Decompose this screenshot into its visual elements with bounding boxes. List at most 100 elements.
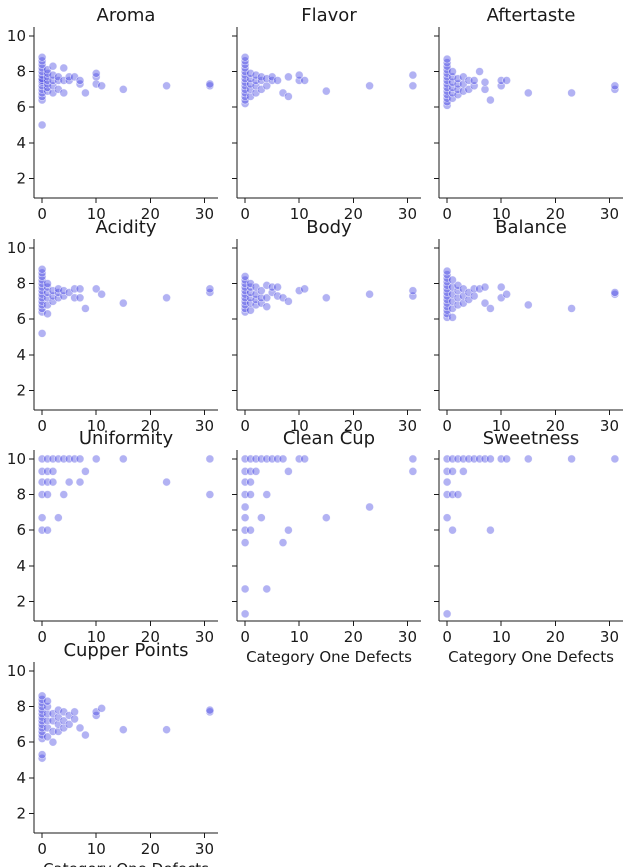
x-tick-label: 20 xyxy=(141,417,160,435)
data-point xyxy=(257,286,266,295)
data-point xyxy=(273,282,282,292)
x-tick-label: 30 xyxy=(195,205,214,223)
data-point xyxy=(294,286,304,295)
data-point xyxy=(118,725,128,734)
x-tick-label: 20 xyxy=(344,417,363,435)
data-point xyxy=(502,289,511,299)
data-point xyxy=(81,730,90,740)
data-point xyxy=(442,295,452,304)
data-point xyxy=(567,88,576,98)
facet-aroma: Aroma 2 4 6 8 10 0 10 20 30 xyxy=(7,5,218,223)
x-tick-label: 10 xyxy=(492,417,511,435)
data-point xyxy=(37,750,47,759)
y-tick-label: 2 xyxy=(16,169,26,187)
data-point xyxy=(251,467,261,476)
y-tick-label: 8 xyxy=(16,486,26,504)
data-point xyxy=(54,284,63,294)
data-point xyxy=(70,707,79,717)
data-point xyxy=(453,293,463,303)
data-point xyxy=(48,467,58,476)
data-point xyxy=(486,525,495,535)
data-point xyxy=(240,300,250,310)
data-point xyxy=(448,525,457,535)
data-point xyxy=(365,81,374,91)
data-point xyxy=(442,291,452,301)
y-tick-label: 6 xyxy=(16,521,26,539)
data-point xyxy=(442,270,452,279)
y-tick-label: 6 xyxy=(16,98,26,116)
data-point xyxy=(321,293,331,303)
facet-aftertaste: Aftertaste 0 10 20 30 xyxy=(434,5,623,223)
data-point xyxy=(37,85,47,94)
data-point xyxy=(59,286,69,295)
y-tick-label: 8 xyxy=(16,698,26,716)
data-point xyxy=(486,454,495,464)
y-tick-label: 10 xyxy=(7,450,26,468)
data-point xyxy=(610,81,620,91)
facet-clean-cup: Clean Cup 0 10 20 30 Category One Defects xyxy=(232,428,421,666)
y-tick-label: 8 xyxy=(16,63,26,81)
data-point xyxy=(48,70,58,80)
data-point xyxy=(442,266,452,276)
x-tick-label: 30 xyxy=(195,840,214,858)
x-tick-label: 10 xyxy=(87,840,106,858)
data-point xyxy=(448,275,457,285)
facet-flavor: Flavor 0 10 20 30 xyxy=(232,5,421,223)
x-tick-label: 10 xyxy=(492,628,511,646)
data-point xyxy=(300,76,309,85)
y-tick-label: 10 xyxy=(7,27,26,45)
facet-title: Cupper Points xyxy=(63,640,188,661)
data-point xyxy=(459,86,468,96)
data-point xyxy=(59,88,69,98)
data-point xyxy=(37,67,47,76)
facet-balance: Balance 0 10 20 30 xyxy=(434,217,623,435)
data-point xyxy=(502,454,511,464)
data-point xyxy=(43,83,52,92)
x-tick-label: 0 xyxy=(442,417,452,435)
x-tick-label: 30 xyxy=(398,205,417,223)
data-point xyxy=(257,76,266,85)
y-tick-label: 4 xyxy=(16,557,26,575)
data-point xyxy=(91,454,101,464)
x-tick-label: 10 xyxy=(290,417,309,435)
data-point xyxy=(205,705,215,715)
data-point xyxy=(37,70,47,80)
data-point xyxy=(273,76,282,85)
data-point xyxy=(442,298,452,308)
data-point xyxy=(480,298,490,308)
data-point xyxy=(118,85,128,94)
facet-sweetness: Sweetness 0 10 20 30 Category One Defects xyxy=(434,428,623,666)
facet-title: Body xyxy=(306,217,352,238)
data-point xyxy=(442,58,452,67)
y-tick-label: 10 xyxy=(7,239,26,257)
data-point xyxy=(43,525,52,535)
data-point xyxy=(246,69,255,78)
data-point xyxy=(75,723,85,733)
data-point xyxy=(284,297,293,306)
data-point xyxy=(81,467,90,476)
data-point xyxy=(610,85,620,94)
data-point xyxy=(205,454,215,464)
y-tick-label: 2 xyxy=(16,592,26,610)
facet-cupper-points: Cupper Points 2 4 6 8 10 0 10 20 30 Category One D… xyxy=(7,640,218,867)
data-point xyxy=(118,454,128,464)
x-axis-title: Category One Defects xyxy=(246,648,412,666)
y-tick-label: 4 xyxy=(16,769,26,787)
data-point xyxy=(59,63,69,73)
data-point xyxy=(240,272,250,281)
facet-acidity: Acidity 2 4 6 8 10 0 10 20 30 xyxy=(7,217,218,435)
data-point xyxy=(37,272,47,281)
x-tick-label: 0 xyxy=(240,417,250,435)
data-point xyxy=(469,76,479,85)
x-tick-label: 0 xyxy=(37,417,47,435)
x-tick-label: 20 xyxy=(344,205,363,223)
facet-uniformity: Uniformity 2 4 6 8 10 0 10 20 30 xyxy=(7,428,218,646)
data-point xyxy=(37,691,47,701)
x-tick-label: 30 xyxy=(600,417,619,435)
data-point xyxy=(480,85,490,94)
data-point xyxy=(448,313,457,322)
data-point xyxy=(453,74,463,83)
data-point xyxy=(37,95,47,105)
y-tick-label: 4 xyxy=(16,134,26,152)
data-point xyxy=(43,86,52,96)
